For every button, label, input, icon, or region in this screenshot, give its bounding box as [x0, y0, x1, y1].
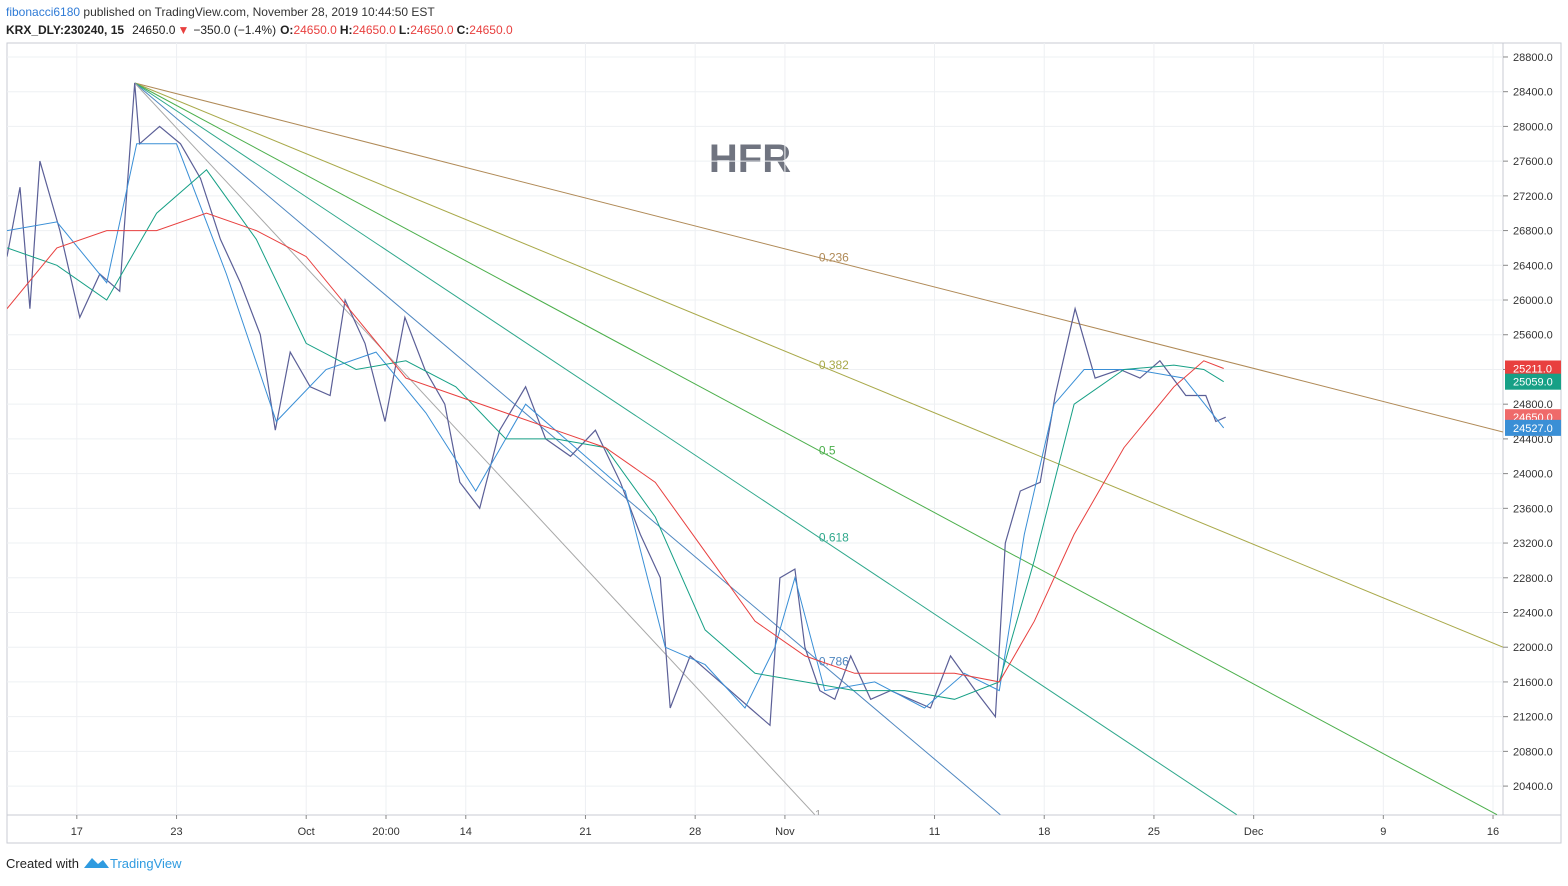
- price-tag: [1505, 360, 1561, 377]
- fan-line: [134, 82, 1498, 815]
- y-tick-label: 23600.0: [1513, 503, 1553, 515]
- fan-label: 0.236: [819, 250, 849, 264]
- price-tag: [1505, 419, 1561, 436]
- fan-label: 0.618: [819, 530, 849, 544]
- y-tick-label: 24000.0: [1513, 469, 1553, 481]
- brand[interactable]: TradingView: [110, 856, 182, 871]
- x-tick-label: 11: [929, 826, 940, 838]
- x-tick-label: Oct: [298, 826, 315, 838]
- y-tick-label: 28000.0: [1513, 121, 1553, 133]
- footer: Created with TradingView: [6, 856, 182, 871]
- symbol: KRX_DLY:230240, 15: [6, 23, 124, 37]
- author[interactable]: fibonacci6180: [6, 5, 80, 19]
- series-line: [7, 169, 1224, 700]
- grid: [7, 43, 1503, 815]
- x-tick-label: 21: [579, 826, 591, 838]
- y-tick-label: 26400.0: [1513, 260, 1553, 272]
- y-tick-label: 22400.0: [1513, 607, 1553, 619]
- y-tick-label: 21200.0: [1513, 712, 1553, 724]
- x-tick-label: 20:00: [372, 826, 400, 838]
- change: −350.0 (−1.4%): [193, 23, 276, 37]
- x-tick-label: Dec: [1244, 826, 1264, 838]
- y-tick-label: 23200.0: [1513, 538, 1553, 550]
- last: 24650.0: [132, 23, 176, 37]
- y-tick-label: 25600.0: [1513, 330, 1553, 342]
- fan-line: [134, 82, 816, 815]
- price-tag-label: 25211.0: [1513, 364, 1552, 376]
- time-axis-frame: [6, 814, 1562, 844]
- fan-line: [134, 82, 1503, 433]
- y-tick-label: 24400.0: [1513, 434, 1553, 446]
- price-tag-label: 25059.0: [1513, 377, 1553, 389]
- y-tick-label: 26800.0: [1513, 226, 1553, 238]
- header-line: fibonacci6180 published on TradingView.c…: [6, 5, 435, 19]
- x-tick-label: 17: [71, 826, 83, 838]
- y-tick-label: 26000.0: [1513, 295, 1553, 307]
- y-tick-label: 21600.0: [1513, 677, 1553, 689]
- price-tag-label: 24527.0: [1513, 423, 1553, 435]
- l-label: L:: [399, 23, 410, 37]
- plot: 0.236 0.382 0.5 0.618 0.786 1: [7, 82, 1503, 822]
- o-label: O:: [280, 23, 293, 37]
- fan-line: [134, 82, 1503, 648]
- y-tick-label: 22800.0: [1513, 573, 1553, 585]
- price-tag: [1505, 373, 1561, 390]
- y-tick-label: 28400.0: [1513, 87, 1553, 99]
- arrow: ▼: [177, 23, 189, 37]
- series-line: [7, 143, 1225, 709]
- x-tick-label: 14: [460, 826, 472, 838]
- x-tick-label: 16: [1487, 826, 1499, 838]
- y-tick-label: 20800.0: [1513, 746, 1553, 758]
- y-tick-label: 22000.0: [1513, 642, 1553, 654]
- fan-label: 0.382: [819, 358, 849, 372]
- series-line: [7, 212, 1224, 683]
- fan-line: [134, 82, 1001, 815]
- y-tick-label: 27200.0: [1513, 191, 1553, 203]
- o: 24650.0: [293, 23, 337, 37]
- watermark: HFR: [709, 137, 791, 181]
- fan-line: [134, 82, 1237, 815]
- l: 24650.0: [410, 23, 454, 37]
- h-label: H:: [340, 23, 353, 37]
- fan-label: 1: [815, 808, 822, 822]
- x-tick-label: Nov: [775, 826, 795, 838]
- x-tick-label: 18: [1038, 826, 1050, 838]
- fan-label: 0.5: [819, 443, 836, 457]
- y-tick-label: 27600.0: [1513, 156, 1553, 168]
- x-tick-label: 28: [689, 826, 701, 838]
- c-label: C:: [457, 23, 470, 37]
- y-tick-label: 28800.0: [1513, 52, 1553, 64]
- y-tick-label: 20400.0: [1513, 781, 1553, 793]
- x-tick-label: 23: [170, 826, 182, 838]
- symbol-line: KRX_DLY:230240, 15 24650.0 ▼ −350.0 (−1.4%)…: [6, 23, 513, 37]
- x-tick-label: 25: [1148, 826, 1160, 838]
- x-tick-label: 9: [1380, 826, 1386, 838]
- published: published on TradingView.com, November 2…: [80, 5, 435, 19]
- c: 24650.0: [469, 23, 513, 37]
- y-tick-label: 24800.0: [1513, 399, 1553, 411]
- created-with: Created with: [6, 856, 79, 871]
- h: 24650.0: [353, 23, 397, 37]
- fan-label: 0.786: [819, 654, 849, 668]
- series-line: [7, 82, 1226, 727]
- logo: [84, 858, 109, 868]
